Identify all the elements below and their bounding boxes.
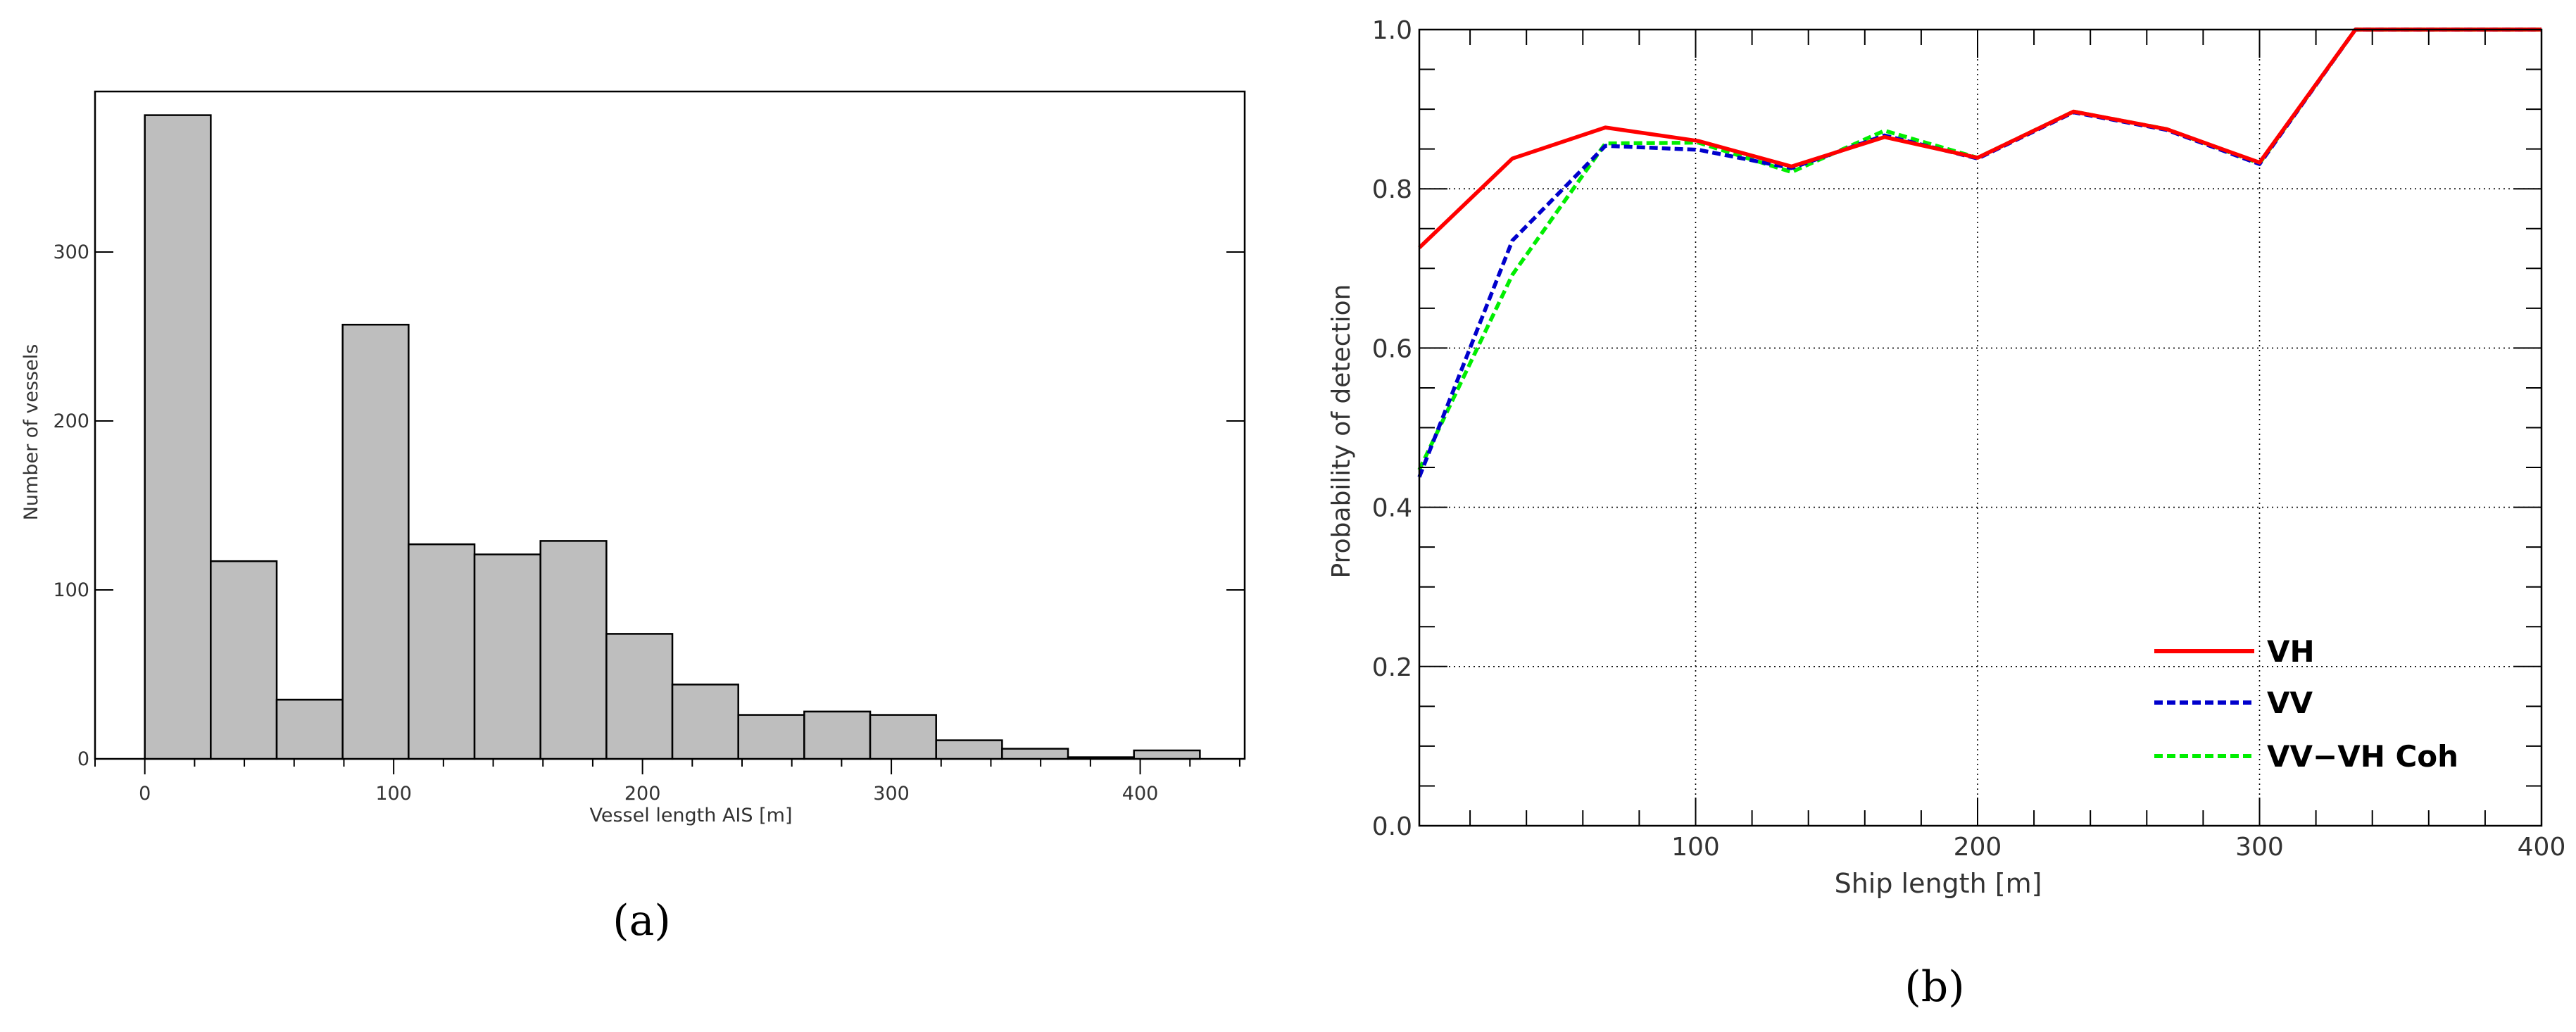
- histogram-bar: [737, 714, 805, 760]
- histogram-bar: [605, 633, 674, 760]
- x-tick-label: 300: [2235, 833, 2284, 862]
- detection-y-axis-label: Probability of detection: [1327, 284, 1356, 579]
- histogram-tick-labels: 0 100 200 300 400 0 100 200 300: [53, 241, 1158, 805]
- x-tick-label: 200: [624, 783, 661, 805]
- y-tick-label: 0.0: [1372, 812, 1412, 841]
- histogram-y-axis-label: Number of vessels: [20, 344, 42, 521]
- x-tick-label: 100: [375, 783, 412, 805]
- histogram-bar: [1133, 749, 1201, 760]
- y-tick-label: 100: [53, 579, 89, 601]
- histogram-bar: [869, 714, 937, 760]
- histogram-bar: [1067, 756, 1135, 760]
- histogram-bar: [275, 698, 344, 760]
- histogram-bar: [803, 710, 872, 760]
- histogram-x-axis-label: Vessel length AIS [m]: [590, 805, 793, 826]
- y-tick-label: 300: [53, 241, 89, 263]
- x-tick-label: 400: [2518, 833, 2566, 862]
- histogram-bar: [473, 553, 541, 760]
- x-tick-label: 100: [1671, 833, 1720, 862]
- y-tick-label: 0.2: [1372, 653, 1412, 682]
- x-tick-label: 300: [873, 783, 910, 805]
- histogram-bar: [210, 560, 278, 760]
- histogram-bar: [341, 323, 410, 760]
- x-tick-label: 200: [1954, 833, 2002, 862]
- y-tick-label: 0.4: [1372, 494, 1412, 523]
- histogram-bar: [671, 684, 739, 760]
- legend-label: VH: [2267, 634, 2315, 669]
- series-line-vh: [1418, 27, 2542, 249]
- detection-series: [1417, 27, 2542, 478]
- y-tick-label: 1.0: [1372, 16, 1412, 45]
- histogram-ticks: [94, 251, 1245, 774]
- detection-legend: VH VV VV−VH Coh: [2154, 634, 2458, 774]
- histogram-bar: [539, 540, 608, 760]
- histogram-bar: [1001, 748, 1069, 760]
- histogram-bar: [935, 739, 1003, 760]
- x-tick-label: 0: [139, 783, 151, 805]
- series-line-vv-vh-coh: [1417, 27, 2542, 471]
- x-tick-label: 400: [1122, 783, 1159, 805]
- series-line-vv: [1417, 27, 2542, 478]
- histogram-bar: [408, 543, 476, 760]
- detection-x-axis-label: Ship length [m]: [1835, 868, 2042, 899]
- y-tick-label: 200: [53, 410, 89, 432]
- y-tick-label: 0.6: [1372, 334, 1412, 363]
- detection-probability-panel: 100 200 300 400 0.0 0.2 0.4 0.6 0.8 1.0 VH VV VV−VH…: [1327, 16, 2565, 1012]
- legend-label: VV−VH Coh: [2267, 739, 2458, 774]
- panel-label-a: (a): [612, 896, 671, 945]
- histogram-panel: 0 100 200 300 400 0 100 200 300 Vessel length AI…: [20, 90, 1246, 945]
- detection-tick-labels: 100 200 300 400 0.0 0.2 0.4 0.6 0.8 1.0: [1372, 16, 2566, 862]
- histogram-bars: [144, 114, 1201, 760]
- legend-label: VV: [2267, 686, 2313, 720]
- y-tick-label: 0.8: [1372, 175, 1412, 204]
- detection-grid: [1419, 29, 2542, 826]
- histogram-bar: [144, 114, 212, 760]
- detection-plot-frame: [1418, 28, 2543, 827]
- y-tick-label: 0: [77, 748, 89, 770]
- panel-label-b: (b): [1904, 962, 1964, 1012]
- detection-ticks: [1419, 30, 2542, 826]
